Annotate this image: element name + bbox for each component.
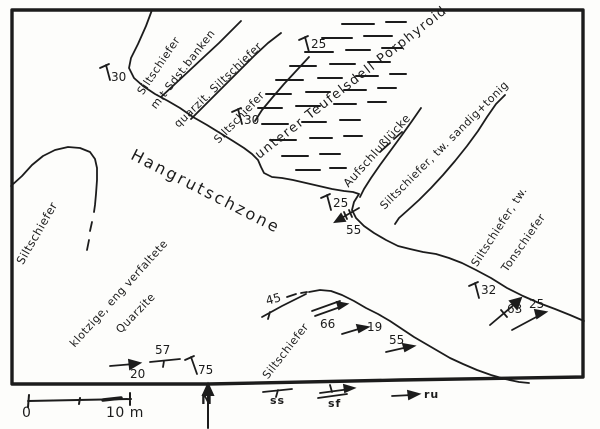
scale-zero-label: 0 [22, 405, 32, 421]
scale-ten-m-label: 10 m [106, 405, 144, 421]
porphyroid-hatch-pattern [257, 21, 407, 171]
dip-value-32: 32 [481, 283, 497, 297]
dip-value-45: 45 [264, 290, 283, 308]
dip-value-20: 20 [130, 367, 146, 381]
legend-label-ss: ss [270, 394, 286, 407]
ss-symbol [262, 388, 293, 398]
dip-value-30-b: 30 [244, 113, 260, 127]
legend-label-sf: sf [328, 397, 342, 410]
dip-value-66: 66 [320, 317, 336, 331]
dip-strike-symbols [99, 35, 549, 375]
boundary-lines [10, 9, 585, 384]
dip-value-57: 57 [155, 343, 171, 357]
dip-value-19: 19 [367, 320, 383, 334]
north-label: N [201, 393, 213, 408]
legend-label-ru: ru [424, 388, 440, 401]
scale-bar [27, 392, 132, 408]
map-frame [10, 8, 585, 386]
dip-value-75: 75 [198, 363, 214, 377]
dip-value-55-mid: 55 [346, 223, 362, 237]
north-arrow [201, 381, 215, 429]
dip-value-30-a: 30 [111, 70, 127, 84]
dip-value-25-right: 25 [529, 297, 545, 311]
legend-symbols [262, 383, 422, 401]
dip-value-25-top: 25 [311, 37, 327, 51]
dip-value-25-mid: 25 [333, 196, 349, 210]
dip-value-55-bottom: 55 [389, 333, 405, 347]
dip-value-63: 63 [507, 302, 523, 316]
